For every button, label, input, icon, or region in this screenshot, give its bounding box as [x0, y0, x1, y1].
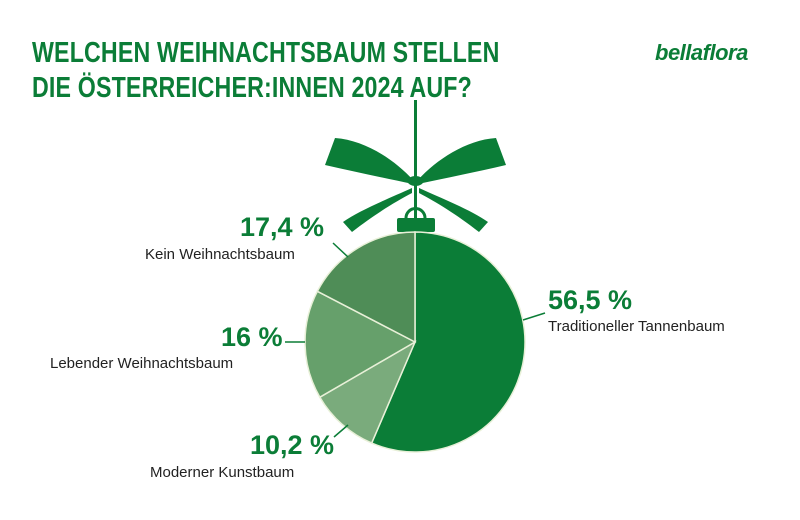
leader-line-kein [332, 242, 349, 258]
pie-slices [304, 231, 526, 453]
leader-line-moderner [333, 424, 349, 438]
chart-title: WELCHEN WEIHNACHTSBAUM STELLEN DIE ÖSTER… [32, 36, 499, 106]
ornament-bow-icon [325, 100, 506, 232]
data-label-traditioneller-pct: 56,5 % [548, 285, 633, 315]
leader-lines [285, 242, 546, 438]
pie-slice-traditioneller-tannenbaum [370, 231, 526, 453]
data-label-moderner-name: Moderner Kunstbaum [150, 464, 295, 481]
data-label-kein-pct: 17,4 % [240, 212, 325, 242]
leader-line-traditioneller [522, 312, 546, 321]
pie-slice-lebender-weihnachtsbaum [304, 290, 417, 399]
bow-left-loop [325, 138, 413, 184]
bow-right-loop [418, 138, 506, 184]
bow-left-tail [343, 188, 412, 232]
ornament-string [414, 100, 417, 220]
bellaflora-logo: bellaflora [655, 40, 748, 65]
title-line-1: WELCHEN WEIHNACHTSBAUM STELLEN [32, 37, 500, 69]
ornament-cap [397, 218, 435, 232]
data-label-kein-name: Kein Weihnachtsbaum [145, 246, 295, 263]
title-line-2: DIE ÖSTERREICHER:INNEN 2024 AUF? [32, 72, 472, 104]
bow-right-tail [419, 188, 488, 232]
data-label-moderner-pct: 10,2 % [250, 430, 335, 460]
bow-knot [407, 176, 424, 186]
data-label-lebender-name: Lebender Weihnachtsbaum [50, 355, 234, 372]
pie-slice-kein-weihnachtsbaum [316, 231, 416, 344]
ornament-hook [404, 207, 427, 219]
data-label-traditioneller-name: Traditioneller Tannenbaum [548, 318, 725, 335]
data-label-lebender-pct: 16 % [221, 322, 283, 352]
pie-slice-moderner-kunstbaum [318, 340, 417, 445]
